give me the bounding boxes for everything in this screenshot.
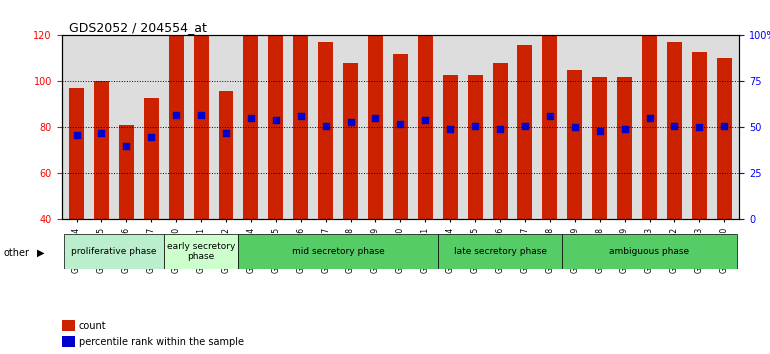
Point [95,130,108,136]
Bar [418,31,433,219]
Point [270,117,282,123]
Text: ambiguous phase: ambiguous phase [610,247,690,256]
FancyBboxPatch shape [438,234,562,269]
Text: count: count [79,321,106,331]
Bar [193,0,209,219]
Text: ▶: ▶ [37,248,45,258]
Bar [493,63,507,219]
FancyBboxPatch shape [239,234,438,269]
Point [145,134,157,139]
Bar [318,42,333,219]
Text: mid secretory phase: mid secretory phase [292,247,384,256]
Bar [94,81,109,219]
Text: early secretory
phase: early secretory phase [167,242,236,261]
Bar [717,58,731,219]
Point [618,126,631,132]
Point [295,114,307,119]
Bar [293,0,308,219]
Bar [243,31,259,219]
Point [195,112,207,118]
Point [519,123,531,129]
Point [370,115,382,121]
Point [320,123,332,129]
Bar [692,51,707,219]
Point [469,123,481,129]
Point [594,128,606,134]
Bar [542,0,557,219]
Bar [368,12,383,219]
Bar [169,10,184,219]
Bar [69,88,84,219]
Bar [517,45,532,219]
Bar [219,91,233,219]
Point [220,130,233,136]
Bar [567,70,582,219]
Bar [62,320,75,331]
Text: late secretory phase: late secretory phase [454,247,547,256]
Text: other: other [4,248,30,258]
Point [344,119,357,125]
Bar [617,77,632,219]
Bar [667,42,682,219]
FancyBboxPatch shape [164,234,239,269]
Point [568,125,581,130]
Bar [119,125,134,219]
Text: percentile rank within the sample: percentile rank within the sample [79,337,243,347]
Bar [642,8,657,219]
Bar [144,97,159,219]
Point [394,121,407,127]
Point [70,132,82,138]
Point [693,125,705,130]
Bar [443,74,457,219]
Point [444,126,457,132]
Point [120,143,132,149]
Bar [467,74,483,219]
Bar [62,336,75,347]
Bar [343,63,358,219]
Bar [592,77,608,219]
Bar [269,26,283,219]
FancyBboxPatch shape [562,234,737,269]
Point [644,115,656,121]
Text: GDS2052 / 204554_at: GDS2052 / 204554_at [69,21,207,34]
Bar [393,54,408,219]
Point [718,123,731,129]
Point [544,114,556,119]
Text: proliferative phase: proliferative phase [71,247,156,256]
Point [419,117,431,123]
Point [668,123,681,129]
Point [494,126,506,132]
FancyBboxPatch shape [64,234,164,269]
Point [245,115,257,121]
Point [170,112,182,118]
